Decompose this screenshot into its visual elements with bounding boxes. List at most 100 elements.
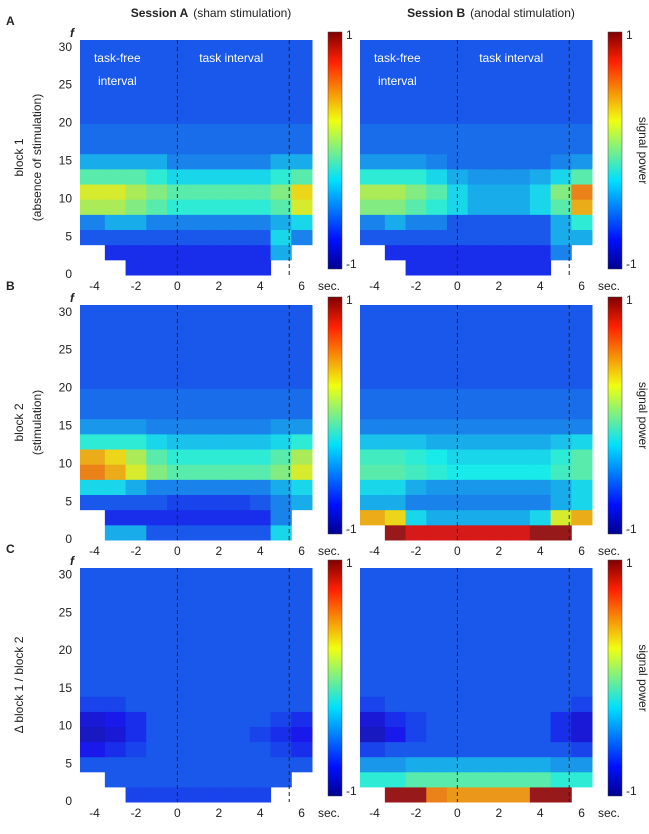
heat-cell bbox=[529, 509, 552, 526]
heat-cell bbox=[291, 568, 313, 652]
heat-cell bbox=[488, 681, 510, 697]
x-tick-label: 2 bbox=[495, 279, 502, 293]
heat-cell bbox=[384, 199, 407, 215]
x-tick-label: 4 bbox=[257, 279, 264, 293]
heat-cell bbox=[529, 771, 552, 788]
heat-cell bbox=[467, 388, 489, 420]
colorbar-label: signal power bbox=[636, 644, 649, 711]
colorbar bbox=[327, 296, 343, 535]
heat-cell bbox=[146, 786, 168, 803]
heat-cell bbox=[360, 305, 386, 389]
y-tick-label: 0 bbox=[65, 532, 72, 546]
heat-cell bbox=[384, 479, 407, 496]
heat-cell bbox=[426, 214, 448, 231]
heat-cell bbox=[291, 418, 313, 435]
heat-cell bbox=[249, 464, 272, 480]
heat-cell bbox=[291, 651, 313, 682]
y-tick-label: 5 bbox=[65, 494, 72, 508]
heat-cell bbox=[509, 651, 531, 682]
heat-cell bbox=[208, 153, 230, 170]
heat-cell bbox=[291, 229, 313, 246]
heat-cell bbox=[187, 494, 209, 511]
heat-cell bbox=[146, 199, 168, 215]
heat-cell bbox=[550, 433, 572, 450]
y-axis-label: f bbox=[70, 291, 75, 305]
x-tick-label: 0 bbox=[454, 806, 461, 820]
heat-cell bbox=[187, 771, 209, 788]
heat-cell bbox=[80, 153, 106, 170]
x-tick-label: 6 bbox=[578, 544, 585, 558]
heat-cell bbox=[270, 388, 292, 420]
heat-cell bbox=[405, 184, 427, 200]
title-sub: (anodal stimulation) bbox=[470, 6, 575, 20]
heat-cell bbox=[80, 40, 106, 124]
y-tick-label: 30 bbox=[59, 305, 73, 319]
heat-cell bbox=[550, 479, 572, 496]
heat-cell bbox=[384, 184, 407, 200]
heat-cell bbox=[104, 449, 127, 465]
heat-cell bbox=[488, 509, 510, 526]
heat-cell bbox=[104, 305, 127, 389]
heat-cell bbox=[488, 305, 510, 389]
heat-cell bbox=[125, 184, 147, 200]
x-tick-label: -4 bbox=[369, 544, 380, 558]
x-unit: sec. bbox=[318, 544, 340, 558]
heat-cell bbox=[360, 153, 386, 170]
heat-cell bbox=[146, 305, 168, 389]
x-tick-label: -2 bbox=[131, 544, 142, 558]
heat-cell bbox=[249, 786, 272, 803]
heat-cell bbox=[208, 568, 230, 652]
heat-cell bbox=[384, 741, 407, 758]
heat-cell bbox=[229, 123, 251, 155]
heat-cell bbox=[360, 40, 386, 124]
x-tick-label: -4 bbox=[89, 279, 100, 293]
heat-cell bbox=[467, 199, 489, 215]
heat-cell bbox=[249, 509, 272, 526]
heat-cell bbox=[208, 433, 230, 450]
row-label: B bbox=[6, 279, 15, 293]
heat-cell bbox=[447, 711, 469, 728]
heat-cell bbox=[488, 651, 510, 682]
heat-cell bbox=[384, 305, 407, 389]
heat-cell bbox=[208, 229, 230, 246]
heat-cell bbox=[125, 153, 147, 170]
heat-cell bbox=[146, 214, 168, 231]
heat-cell bbox=[167, 199, 189, 215]
heat-cell bbox=[146, 726, 168, 743]
heat-cell bbox=[467, 153, 489, 170]
heat-cell bbox=[270, 696, 292, 712]
heat-cell bbox=[167, 464, 189, 480]
heat-cell bbox=[187, 153, 209, 170]
heat-cell bbox=[125, 244, 147, 261]
heat-cell bbox=[360, 433, 386, 450]
heat-cell bbox=[426, 153, 448, 170]
heat-cell bbox=[187, 696, 209, 712]
x-tick-label: -4 bbox=[89, 806, 100, 820]
heat-cell bbox=[104, 509, 127, 526]
heat-cell bbox=[509, 244, 531, 261]
heat-cell bbox=[488, 214, 510, 231]
heat-cell bbox=[426, 509, 448, 526]
heat-cell bbox=[80, 418, 106, 435]
heat-cell bbox=[488, 464, 510, 480]
heat-cell bbox=[405, 741, 427, 758]
heat-cell bbox=[104, 479, 127, 496]
heat-cell bbox=[104, 123, 127, 155]
heat-cell bbox=[125, 786, 147, 803]
heat-cell bbox=[509, 305, 531, 389]
heat-cell bbox=[467, 123, 489, 155]
heat-cell bbox=[249, 568, 272, 652]
heat-cell bbox=[571, 184, 593, 200]
heat-cell bbox=[187, 418, 209, 435]
heat-cell bbox=[405, 449, 427, 465]
heat-cell bbox=[270, 681, 292, 697]
heat-cell bbox=[208, 214, 230, 231]
heat-cell bbox=[509, 711, 531, 728]
heat-cell bbox=[80, 168, 106, 185]
x-tick-label: 4 bbox=[257, 544, 264, 558]
heat-cell bbox=[125, 214, 147, 231]
heat-cell bbox=[270, 726, 292, 743]
heat-cell bbox=[229, 524, 251, 541]
heat-cell bbox=[104, 568, 127, 652]
heat-cell bbox=[249, 449, 272, 465]
